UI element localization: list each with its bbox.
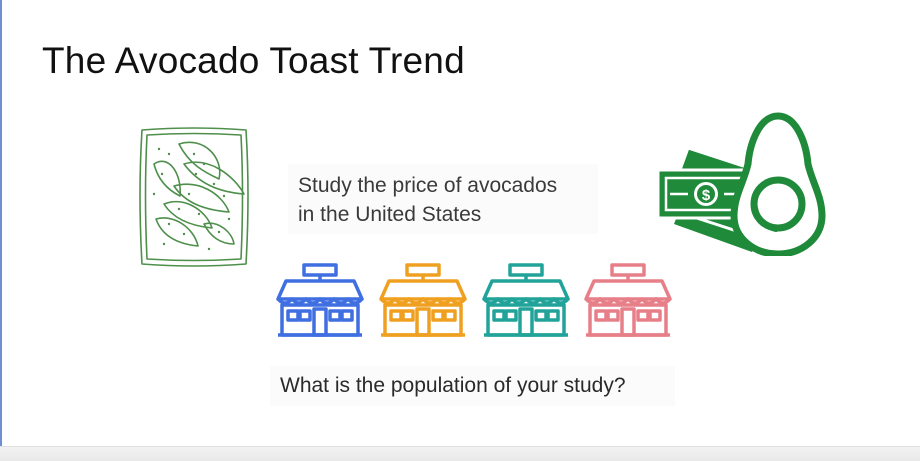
study-line-2: in the United States — [298, 203, 482, 226]
storefront-row — [276, 263, 672, 339]
svg-text:$: $ — [702, 187, 711, 204]
slide-left-edge — [0, 0, 2, 446]
question-box — [270, 366, 675, 406]
storefront-icon-orange — [379, 263, 467, 337]
storefront-icon-teal — [482, 263, 570, 337]
study-description: Study the price of avocados in the Unite… — [298, 171, 557, 229]
avocado-toast-icon — [139, 127, 249, 267]
population-question: What is the population of your study? — [280, 374, 626, 397]
money-avocado-icon: $ — [656, 112, 826, 256]
storefront-icon-blue — [276, 263, 364, 337]
slide-title: The Avocado Toast Trend — [42, 40, 465, 81]
avocado-half-icon — [730, 112, 826, 256]
bottom-toolbar-strip — [0, 446, 920, 461]
study-line-1: Study the price of avocados — [298, 174, 558, 197]
study-text-box — [288, 164, 598, 234]
storefront-icon-pink — [584, 263, 672, 337]
